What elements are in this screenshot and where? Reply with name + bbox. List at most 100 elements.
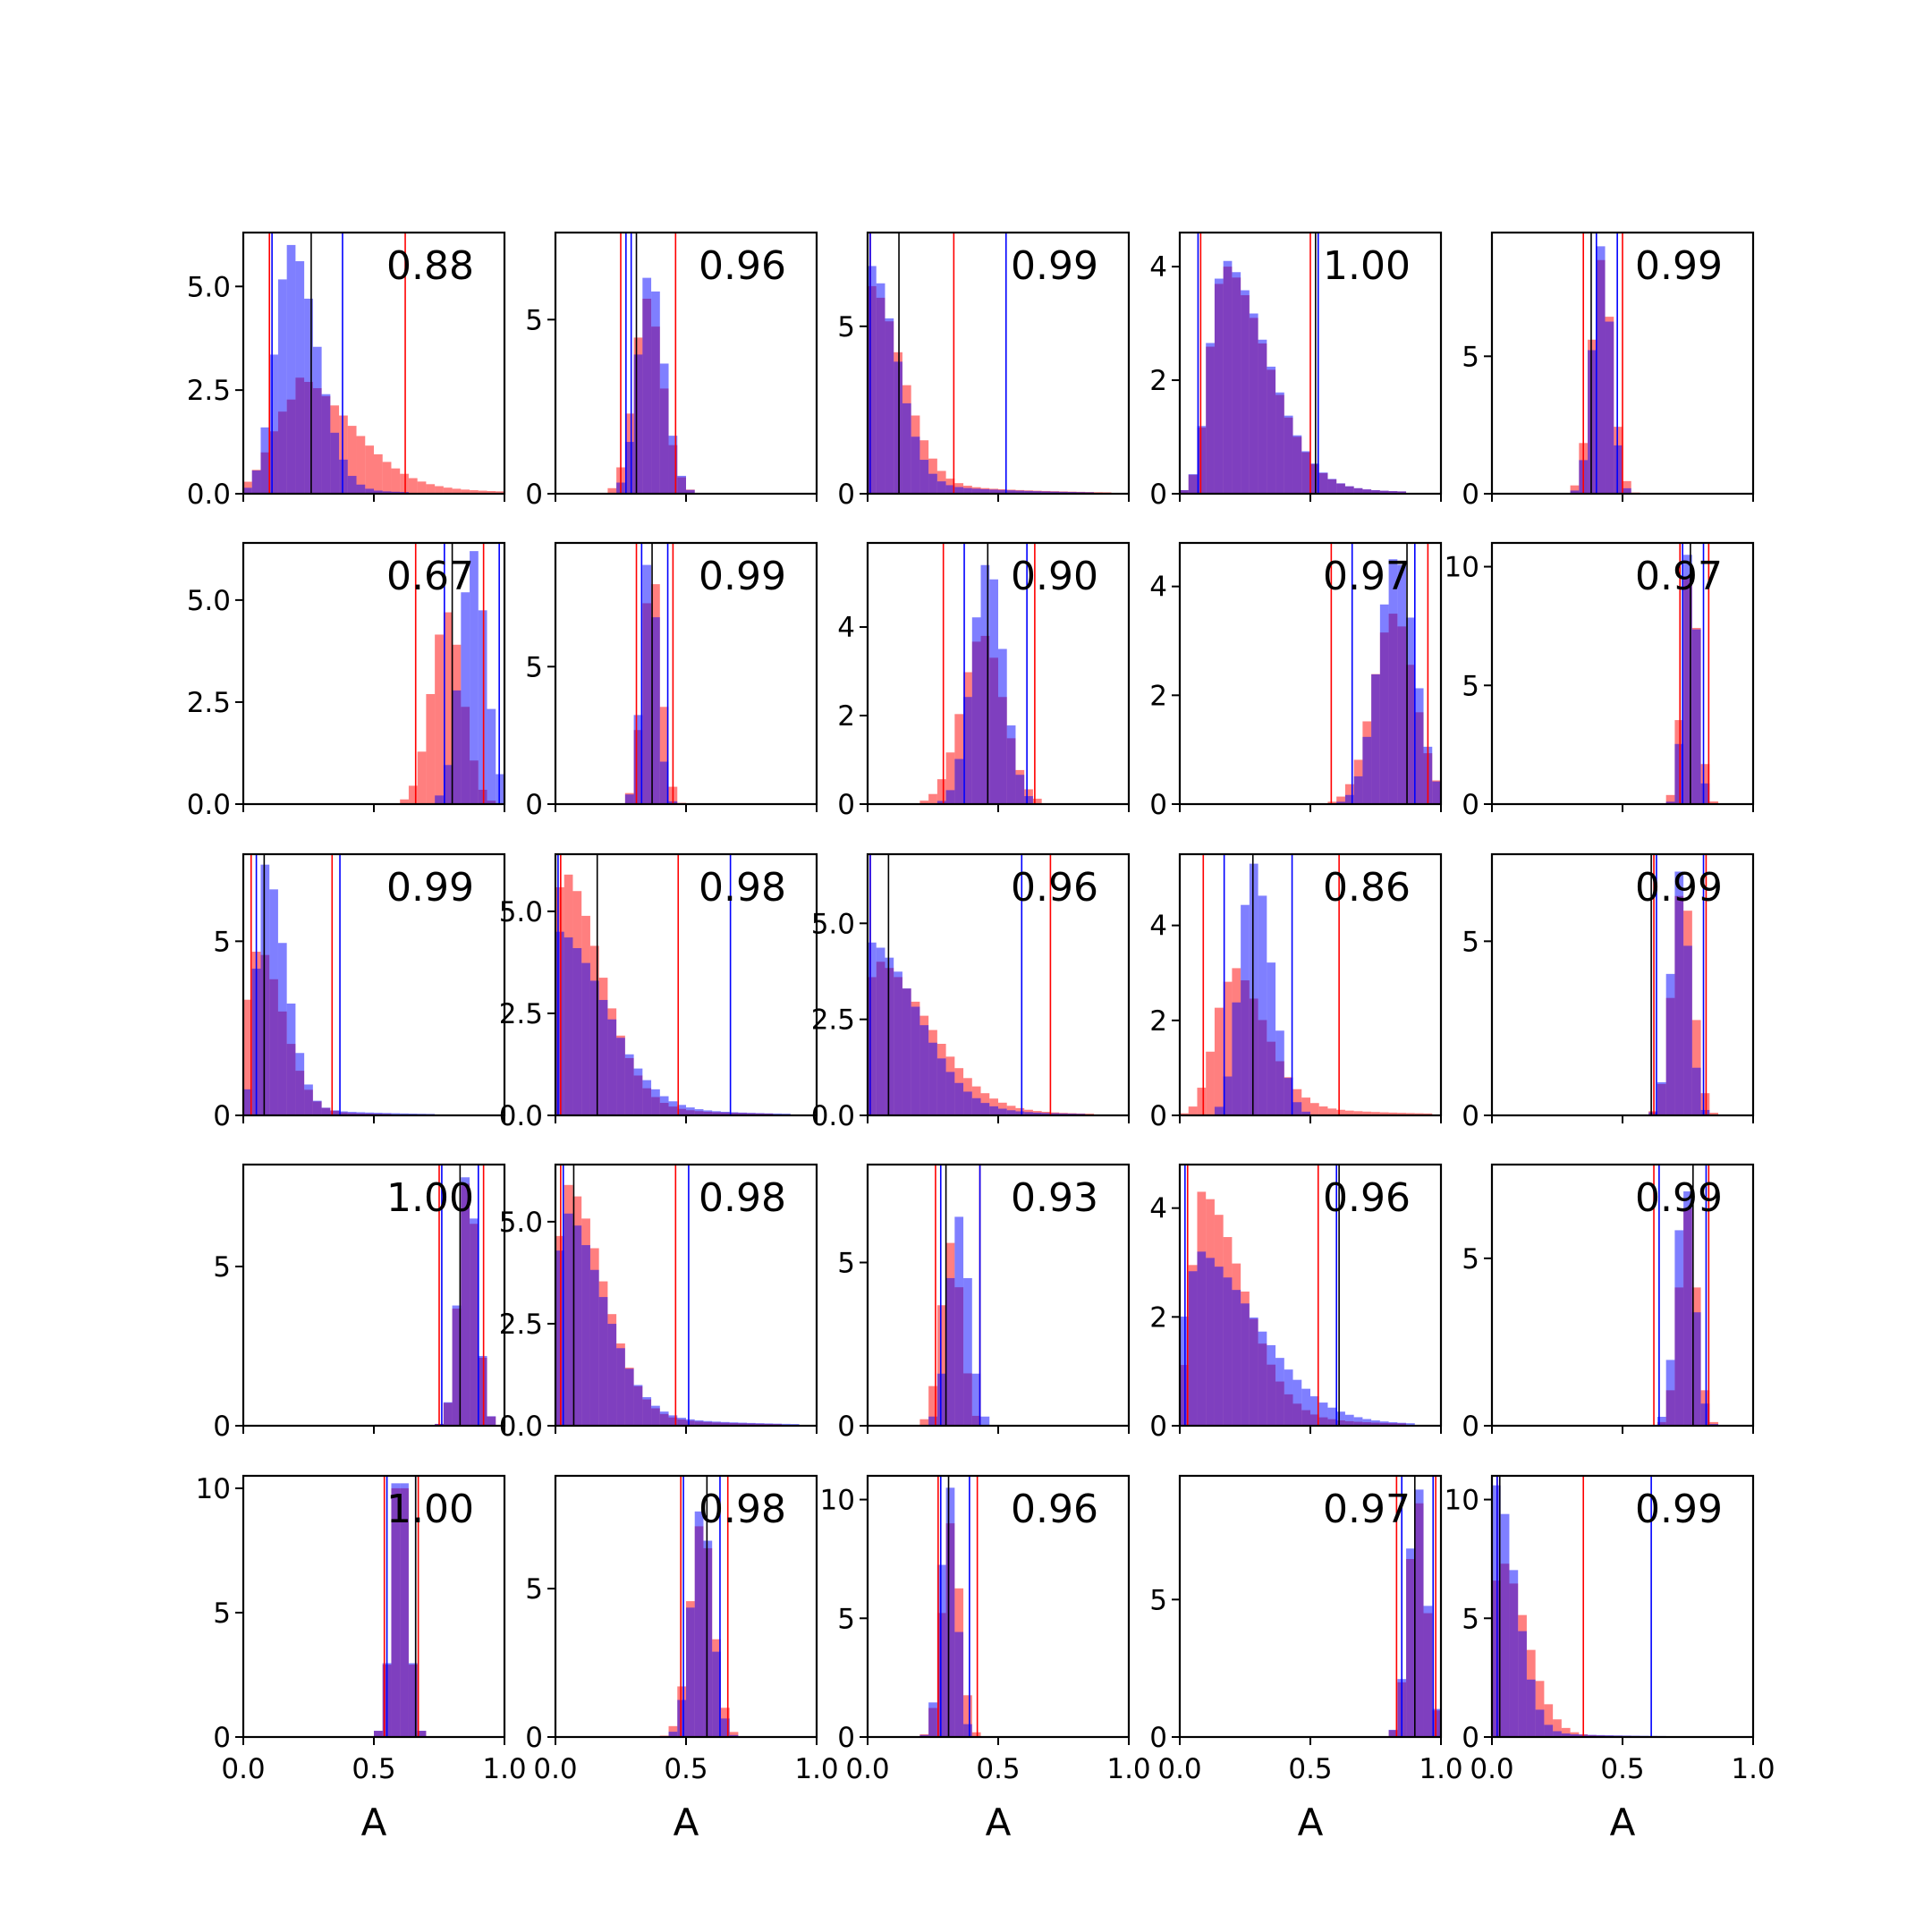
- red-hist-bar: [607, 487, 617, 494]
- blue-hist-bar: [885, 957, 894, 1115]
- red-hist-bar: [443, 612, 453, 804]
- blue-hist-bar: [339, 459, 348, 494]
- blue-hist-bar: [356, 484, 366, 494]
- y-tick-label: 0: [1149, 1411, 1167, 1443]
- red-hist-bar: [408, 478, 418, 494]
- blue-hist-bar: [989, 1106, 998, 1115]
- blue-hist-bar: [1388, 559, 1398, 804]
- blue-hist-bar: [1188, 1271, 1198, 1426]
- blue-hist-bar: [374, 490, 383, 494]
- blue-hist-bar: [1275, 392, 1284, 494]
- blue-hist-bar: [1432, 1708, 1441, 1737]
- blue-hist-bar: [686, 1419, 695, 1426]
- y-tick-label: 10: [196, 1473, 231, 1505]
- y-tick-label: 0: [837, 1722, 855, 1754]
- y-tick-label: 0: [837, 1411, 855, 1443]
- blue-hist-bar: [1292, 1379, 1302, 1426]
- blue-hist-bar: [1223, 260, 1233, 494]
- y-tick-label: 2: [837, 700, 855, 733]
- blue-hist-bar: [243, 1089, 252, 1115]
- blue-hist-bar: [1596, 246, 1606, 494]
- blue-hist-bar: [1214, 1106, 1224, 1115]
- blue-hist-bar: [1006, 490, 1016, 494]
- red-hist-bar: [963, 1695, 972, 1737]
- blue-hist-bar: [598, 999, 608, 1115]
- blue-hist-bar: [1353, 487, 1363, 494]
- blue-hist-bar: [1414, 688, 1424, 804]
- blue-hist-bar: [1292, 1102, 1302, 1115]
- score-label: 0.90: [1011, 554, 1098, 599]
- blue-hist-bar: [452, 690, 462, 804]
- blue-hist-bar: [738, 1422, 748, 1426]
- y-tick-label: 4: [1149, 1193, 1167, 1225]
- blue-hist-bar: [659, 1411, 669, 1426]
- red-hist-bar: [391, 468, 401, 494]
- blue-hist-bar: [443, 1402, 453, 1426]
- y-tick-label: 0: [1462, 1722, 1479, 1754]
- red-hist-bar: [1353, 1111, 1363, 1115]
- y-tick-label: 0: [1462, 789, 1479, 821]
- blue-hist-bar: [659, 1096, 669, 1115]
- blue-hist-bar: [773, 1423, 783, 1426]
- blue-hist-bar: [435, 795, 444, 804]
- red-hist-bar: [1344, 1110, 1354, 1115]
- blue-hist-bar: [1379, 490, 1389, 494]
- y-tick-label: 0: [1149, 479, 1167, 511]
- y-tick-label: 0: [525, 1722, 543, 1754]
- blue-hist-bar: [277, 279, 287, 494]
- panel-3-0: 051.00: [213, 1163, 506, 1443]
- blue-hist-bar: [764, 1423, 774, 1426]
- y-tick-label: 2.5: [187, 687, 231, 719]
- y-tick-label: 0: [1149, 1722, 1167, 1754]
- red-hist-bar: [729, 1732, 739, 1737]
- blue-hist-bar: [312, 1100, 322, 1115]
- blue-hist-bar: [391, 491, 401, 494]
- blue-hist-bar: [1379, 1421, 1389, 1426]
- blue-hist-bar: [712, 1651, 721, 1737]
- blue-hist-bar: [616, 1038, 625, 1115]
- blue-hist-bar: [1691, 1312, 1701, 1426]
- red-hist-bar: [1032, 798, 1042, 804]
- blue-hist-bar: [1015, 1111, 1025, 1115]
- blue-hist-bar: [391, 1113, 401, 1115]
- blue-hist-bar: [1371, 490, 1380, 494]
- blue-hist-bar: [1180, 1316, 1189, 1426]
- blue-hist-bar: [686, 1107, 695, 1115]
- red-hist-bar: [945, 752, 955, 804]
- x-tick-label: 0.5: [976, 1753, 1020, 1785]
- blue-hist-bar: [720, 1112, 730, 1115]
- blue-hist-bar: [1050, 491, 1060, 494]
- y-tick-label: 0: [1462, 479, 1479, 511]
- blue-hist-bar: [954, 1631, 964, 1737]
- blue-hist-bar: [1284, 415, 1293, 494]
- blue-hist-bar: [1674, 1230, 1684, 1426]
- panel-2-3: 0 2 4 0.86: [1149, 852, 1443, 1132]
- red-hist-bar: [470, 490, 479, 494]
- blue-hist-bar: [945, 1277, 955, 1426]
- blue-hist-bar: [651, 291, 660, 494]
- score-label: 0.93: [1011, 1175, 1098, 1221]
- blue-hist-bar: [928, 1042, 937, 1115]
- score-label: 1.00: [386, 1487, 474, 1532]
- score-label: 0.98: [699, 865, 786, 911]
- x-tick-label: 0.0: [533, 1753, 577, 1785]
- blue-hist-bar: [624, 1368, 634, 1426]
- y-tick-label: 0: [525, 479, 543, 511]
- blue-hist-bar: [277, 943, 287, 1115]
- blue-hist-bar: [633, 354, 643, 494]
- red-hist-bar: [1535, 1681, 1545, 1737]
- red-hist-bar: [1544, 1704, 1554, 1737]
- x-axis-label: A: [361, 1801, 387, 1844]
- blue-hist-bar: [694, 1419, 704, 1426]
- blue-hist-bar: [1050, 1113, 1060, 1115]
- y-tick-label: 2: [1149, 680, 1167, 712]
- blue-hist-bar: [1406, 617, 1415, 804]
- blue-hist-bar: [998, 648, 1007, 804]
- score-label: 0.98: [699, 1175, 786, 1221]
- blue-hist-bar: [911, 436, 920, 494]
- blue-hist-bar: [339, 1111, 348, 1115]
- blue-hist-bar: [963, 1091, 972, 1115]
- red-hist-bar: [400, 799, 409, 804]
- x-axis-label: A: [674, 1801, 699, 1844]
